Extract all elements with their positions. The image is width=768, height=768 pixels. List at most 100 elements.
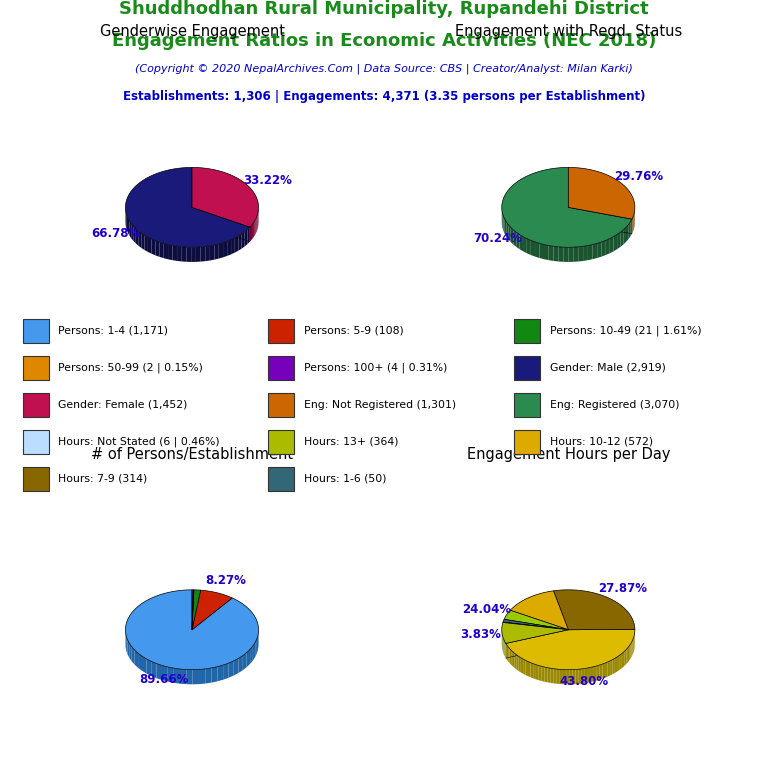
Bar (269, 429, 294, 454)
Polygon shape (196, 247, 200, 262)
Polygon shape (502, 167, 632, 247)
Text: Establishments: 1,306 | Engagements: 4,371 (3.35 persons per Establishment): Establishments: 1,306 | Engagements: 4,3… (123, 90, 645, 103)
Polygon shape (531, 240, 535, 257)
Polygon shape (229, 661, 233, 677)
Polygon shape (575, 669, 579, 684)
Text: 43.80%: 43.80% (560, 675, 609, 688)
Polygon shape (523, 659, 525, 675)
Text: 66.78%: 66.78% (91, 227, 141, 240)
Bar (23, 392, 48, 417)
Polygon shape (564, 247, 568, 262)
Polygon shape (541, 667, 545, 682)
Text: Gender: Male (2,919): Gender: Male (2,919) (550, 362, 666, 372)
Polygon shape (508, 647, 510, 664)
Polygon shape (548, 667, 551, 683)
Polygon shape (504, 611, 568, 630)
Polygon shape (591, 667, 594, 682)
Polygon shape (506, 629, 635, 670)
Polygon shape (615, 657, 617, 673)
Polygon shape (588, 667, 591, 683)
Polygon shape (160, 242, 164, 258)
Polygon shape (521, 657, 523, 674)
Polygon shape (506, 644, 507, 660)
Bar (515, 319, 540, 343)
Polygon shape (593, 243, 598, 259)
Polygon shape (558, 247, 564, 262)
Polygon shape (138, 231, 141, 248)
Bar (269, 319, 294, 343)
Bar (23, 467, 48, 491)
Polygon shape (613, 658, 615, 674)
Polygon shape (257, 635, 258, 654)
Text: 27.87%: 27.87% (598, 582, 647, 595)
Polygon shape (510, 649, 511, 665)
Polygon shape (568, 247, 573, 262)
Polygon shape (187, 247, 191, 262)
Polygon shape (254, 220, 255, 237)
Polygon shape (548, 246, 554, 261)
Polygon shape (614, 234, 617, 251)
Polygon shape (253, 222, 254, 238)
Text: Engagement Ratios in Economic Activities (NEC 2018): Engagement Ratios in Economic Activities… (112, 32, 656, 50)
Polygon shape (223, 241, 227, 257)
Bar (23, 356, 48, 379)
Polygon shape (610, 660, 613, 676)
Polygon shape (182, 247, 187, 262)
Polygon shape (129, 643, 131, 661)
Polygon shape (554, 669, 557, 684)
Polygon shape (528, 661, 531, 677)
Polygon shape (513, 230, 516, 247)
Polygon shape (127, 640, 129, 657)
Polygon shape (511, 650, 513, 667)
Polygon shape (515, 654, 517, 670)
Polygon shape (187, 670, 193, 684)
Polygon shape (142, 656, 147, 674)
Polygon shape (214, 244, 219, 260)
Polygon shape (619, 654, 621, 670)
Polygon shape (238, 234, 242, 250)
Polygon shape (631, 641, 632, 657)
Polygon shape (610, 237, 614, 253)
Polygon shape (125, 590, 259, 670)
Polygon shape (131, 647, 134, 664)
Polygon shape (632, 639, 633, 655)
Polygon shape (164, 243, 168, 260)
Polygon shape (508, 225, 511, 242)
Polygon shape (125, 167, 250, 247)
Polygon shape (560, 670, 563, 684)
Polygon shape (126, 213, 127, 230)
Polygon shape (239, 656, 243, 673)
Polygon shape (223, 663, 229, 680)
Polygon shape (253, 642, 255, 660)
Polygon shape (177, 247, 182, 261)
Text: 8.27%: 8.27% (205, 574, 246, 588)
Text: Engagement with Regd. Status: Engagement with Regd. Status (455, 24, 682, 39)
Polygon shape (247, 649, 250, 667)
Polygon shape (243, 653, 247, 670)
Text: Persons: 50-99 (2 | 0.15%): Persons: 50-99 (2 | 0.15%) (58, 362, 203, 373)
Polygon shape (200, 247, 205, 262)
Polygon shape (192, 590, 232, 630)
Polygon shape (544, 244, 548, 260)
Polygon shape (255, 639, 257, 657)
Polygon shape (233, 658, 239, 676)
Polygon shape (535, 242, 539, 258)
Polygon shape (621, 653, 623, 669)
Polygon shape (141, 233, 144, 250)
Polygon shape (192, 590, 194, 630)
Polygon shape (227, 240, 231, 256)
Polygon shape (585, 668, 588, 683)
Polygon shape (502, 214, 504, 231)
Polygon shape (594, 666, 597, 681)
Polygon shape (211, 667, 217, 683)
Polygon shape (173, 246, 177, 261)
Polygon shape (134, 650, 138, 668)
Polygon shape (174, 668, 180, 684)
Polygon shape (191, 247, 196, 262)
Polygon shape (502, 623, 568, 644)
Polygon shape (519, 234, 523, 251)
Polygon shape (210, 245, 214, 260)
Polygon shape (626, 225, 628, 242)
Polygon shape (606, 239, 610, 255)
Text: Shuddhodhan Rural Municipality, Rupandehi District: Shuddhodhan Rural Municipality, Rupandeh… (119, 0, 649, 18)
